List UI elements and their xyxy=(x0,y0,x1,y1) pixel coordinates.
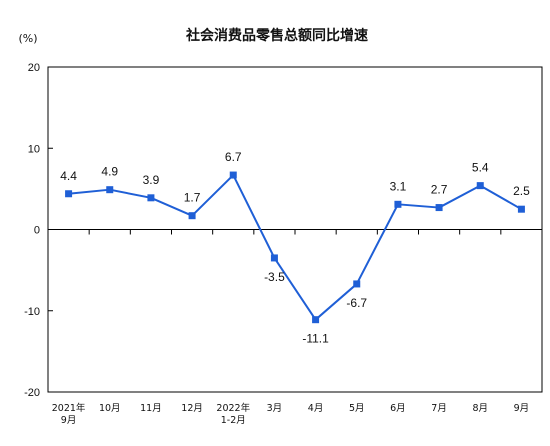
data-point-marker xyxy=(270,254,278,262)
data-labels: 4.4 4.9 3.9 1.7 6.7 -3.5 -11.1 -6.7 3.1 2.7 5.4 2.5 xyxy=(60,150,530,346)
data-point-marker xyxy=(106,186,114,194)
data-label: -6.7 xyxy=(346,296,367,310)
data-point-marker xyxy=(517,205,525,213)
x-tick-label: 2021年 xyxy=(52,402,86,414)
y-tick-label: 0 xyxy=(34,225,40,237)
x-tick-label: 9月 xyxy=(514,403,530,414)
x-tick-label: 9月 xyxy=(61,415,77,426)
y-tick-label: -10 xyxy=(24,306,40,318)
data-label: 1.7 xyxy=(184,191,201,205)
series-layer xyxy=(65,171,525,324)
data-label: -11.1 xyxy=(302,332,329,346)
x-tick-label: 3月 xyxy=(267,403,283,414)
chart-title: 社会消费品零售总额同比增速 xyxy=(185,27,368,44)
data-label: 3.9 xyxy=(143,173,160,187)
data-point-marker xyxy=(394,200,402,208)
data-label: -3.5 xyxy=(264,270,285,284)
data-point-marker xyxy=(353,280,361,288)
x-tick-label: 8月 xyxy=(472,403,488,414)
data-label: 4.4 xyxy=(60,169,77,183)
y-tick-label: 20 xyxy=(28,62,40,74)
data-point-marker xyxy=(229,171,237,179)
x-tick-label: 2022年 xyxy=(216,402,250,414)
x-tick-label: 10月 xyxy=(99,403,121,414)
x-tick-label: 1-2月 xyxy=(221,415,246,426)
x-tick-label: 6月 xyxy=(390,403,406,414)
data-point-marker xyxy=(476,182,484,190)
y-tick-label: 10 xyxy=(28,143,40,155)
data-label: 4.9 xyxy=(101,165,118,179)
data-label: 2.7 xyxy=(431,183,448,197)
x-tick-label: 5月 xyxy=(349,403,365,414)
data-label: 6.7 xyxy=(225,150,242,164)
zero-axis xyxy=(47,229,543,235)
data-point-marker xyxy=(65,190,73,198)
data-label: 2.5 xyxy=(513,184,530,198)
data-label: 3.1 xyxy=(390,179,407,193)
data-label: 5.4 xyxy=(472,161,489,175)
y-unit-label: (%) xyxy=(18,32,37,45)
series-line xyxy=(68,174,522,321)
data-point-marker xyxy=(312,316,320,324)
data-point-marker xyxy=(147,194,155,202)
data-point-marker xyxy=(435,204,443,212)
data-point-marker xyxy=(188,212,196,220)
y-axis: 20 10 0 -10 -20 xyxy=(24,62,53,399)
x-tick-label: 4月 xyxy=(308,403,324,414)
x-tick-label: 11月 xyxy=(140,403,162,414)
y-tick-label: -20 xyxy=(24,387,40,399)
x-tick-label: 7月 xyxy=(431,403,447,414)
x-tick-label: 12月 xyxy=(181,403,203,414)
